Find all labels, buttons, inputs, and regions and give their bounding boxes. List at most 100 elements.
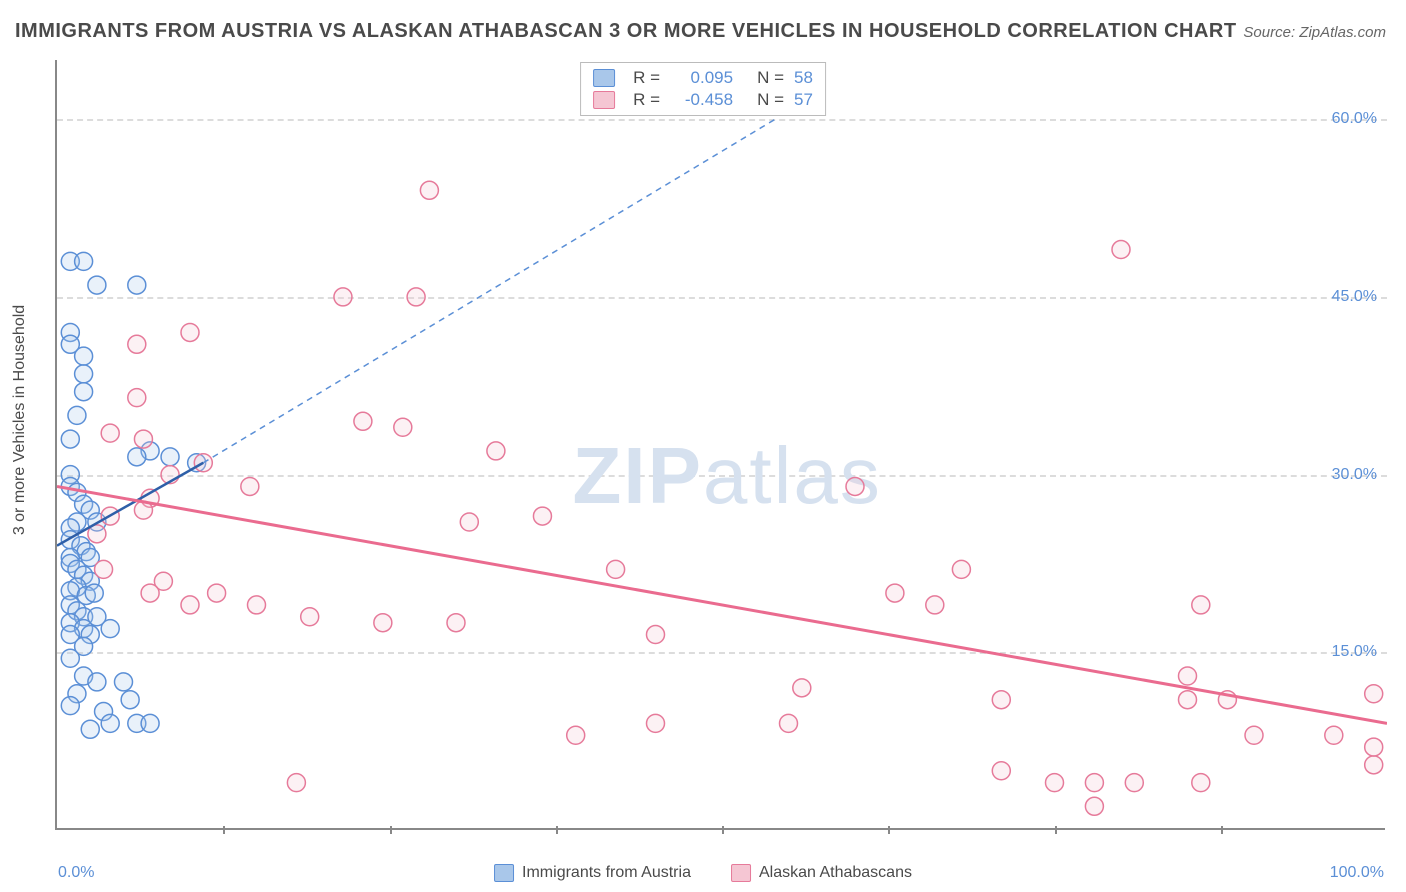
scatter-point bbox=[75, 252, 93, 270]
scatter-point bbox=[992, 691, 1010, 709]
scatter-point bbox=[487, 442, 505, 460]
scatter-point bbox=[460, 513, 478, 531]
scatter-point bbox=[75, 383, 93, 401]
source-label: Source: bbox=[1243, 24, 1295, 41]
scatter-point bbox=[61, 649, 79, 667]
scatter-point bbox=[647, 714, 665, 732]
scatter-point bbox=[1325, 726, 1343, 744]
scatter-point bbox=[61, 697, 79, 715]
scatter-point bbox=[374, 614, 392, 632]
legend-label-1: Immigrants from Austria bbox=[522, 864, 691, 882]
plot-area: ZIPatlas 15.0%30.0%45.0%60.0% bbox=[55, 60, 1385, 830]
r-value-1: 0.095 bbox=[673, 68, 733, 88]
chart-container: ZIPatlas 15.0%30.0%45.0%60.0% bbox=[55, 60, 1385, 830]
stats-row-series1: R = 0.095 N = 58 bbox=[593, 67, 813, 89]
scatter-point bbox=[95, 560, 113, 578]
n-label-2: N = bbox=[757, 90, 784, 110]
swatch-series1 bbox=[593, 69, 615, 87]
scatter-point bbox=[241, 477, 259, 495]
scatter-point bbox=[1245, 726, 1263, 744]
scatter-point bbox=[533, 507, 551, 525]
scatter-point bbox=[88, 276, 106, 294]
plot-svg bbox=[57, 60, 1387, 830]
scatter-point bbox=[420, 181, 438, 199]
scatter-point bbox=[354, 412, 372, 430]
scatter-point bbox=[1125, 774, 1143, 792]
n-value-1: 58 bbox=[794, 68, 813, 88]
scatter-point bbox=[85, 584, 103, 602]
scatter-point bbox=[992, 762, 1010, 780]
scatter-point bbox=[61, 430, 79, 448]
scatter-point bbox=[141, 714, 159, 732]
scatter-point bbox=[793, 679, 811, 697]
scatter-point bbox=[248, 596, 266, 614]
scatter-point bbox=[1365, 738, 1383, 756]
scatter-point bbox=[301, 608, 319, 626]
scatter-point bbox=[1192, 596, 1210, 614]
scatter-point bbox=[101, 620, 119, 638]
scatter-point bbox=[394, 418, 412, 436]
scatter-point bbox=[181, 596, 199, 614]
scatter-point bbox=[647, 626, 665, 644]
legend-bottom: Immigrants from Austria Alaskan Athabasc… bbox=[494, 864, 912, 882]
x-tick-max: 100.0% bbox=[1330, 864, 1384, 882]
source-citation: Source: ZipAtlas.com bbox=[1243, 24, 1386, 41]
scatter-point bbox=[1179, 667, 1197, 685]
scatter-point bbox=[780, 714, 798, 732]
scatter-point bbox=[1085, 797, 1103, 815]
regression-line bbox=[203, 119, 775, 463]
scatter-point bbox=[68, 406, 86, 424]
scatter-point bbox=[334, 288, 352, 306]
swatch-series2 bbox=[593, 91, 615, 109]
scatter-point bbox=[886, 584, 904, 602]
scatter-point bbox=[134, 430, 152, 448]
x-tick-min: 0.0% bbox=[58, 864, 94, 882]
scatter-point bbox=[88, 673, 106, 691]
legend-item-series1: Immigrants from Austria bbox=[494, 864, 691, 882]
r-label-1: R = bbox=[633, 68, 663, 88]
scatter-point bbox=[128, 448, 146, 466]
scatter-point bbox=[926, 596, 944, 614]
scatter-point bbox=[1112, 241, 1130, 259]
scatter-point bbox=[447, 614, 465, 632]
legend-item-series2: Alaskan Athabascans bbox=[731, 864, 912, 882]
scatter-point bbox=[75, 365, 93, 383]
y-axis-label: 3 or more Vehicles in Household bbox=[11, 305, 29, 535]
scatter-point bbox=[128, 389, 146, 407]
r-value-2: -0.458 bbox=[673, 90, 733, 110]
scatter-point bbox=[128, 276, 146, 294]
scatter-point bbox=[75, 347, 93, 365]
legend-swatch-1 bbox=[494, 864, 514, 882]
scatter-point bbox=[208, 584, 226, 602]
scatter-point bbox=[81, 720, 99, 738]
scatter-point bbox=[141, 584, 159, 602]
scatter-point bbox=[1365, 756, 1383, 774]
source-value: ZipAtlas.com bbox=[1299, 24, 1386, 41]
n-value-2: 57 bbox=[794, 90, 813, 110]
scatter-point bbox=[1365, 685, 1383, 703]
chart-title: IMMIGRANTS FROM AUSTRIA VS ALASKAN ATHAB… bbox=[15, 20, 1237, 43]
scatter-point bbox=[607, 560, 625, 578]
scatter-point bbox=[121, 691, 139, 709]
scatter-point bbox=[952, 560, 970, 578]
scatter-point bbox=[161, 448, 179, 466]
scatter-point bbox=[567, 726, 585, 744]
scatter-point bbox=[128, 335, 146, 353]
legend-swatch-2 bbox=[731, 864, 751, 882]
scatter-point bbox=[115, 673, 133, 691]
scatter-point bbox=[287, 774, 305, 792]
scatter-point bbox=[1046, 774, 1064, 792]
r-label-2: R = bbox=[633, 90, 663, 110]
legend-label-2: Alaskan Athabascans bbox=[759, 864, 912, 882]
scatter-point bbox=[101, 714, 119, 732]
scatter-point bbox=[181, 323, 199, 341]
scatter-point bbox=[1085, 774, 1103, 792]
stats-legend-box: R = 0.095 N = 58 R = -0.458 N = 57 bbox=[580, 62, 826, 116]
scatter-point bbox=[1192, 774, 1210, 792]
scatter-point bbox=[846, 477, 864, 495]
n-label-1: N = bbox=[757, 68, 784, 88]
stats-row-series2: R = -0.458 N = 57 bbox=[593, 89, 813, 111]
scatter-point bbox=[101, 424, 119, 442]
scatter-point bbox=[1179, 691, 1197, 709]
scatter-point bbox=[407, 288, 425, 306]
